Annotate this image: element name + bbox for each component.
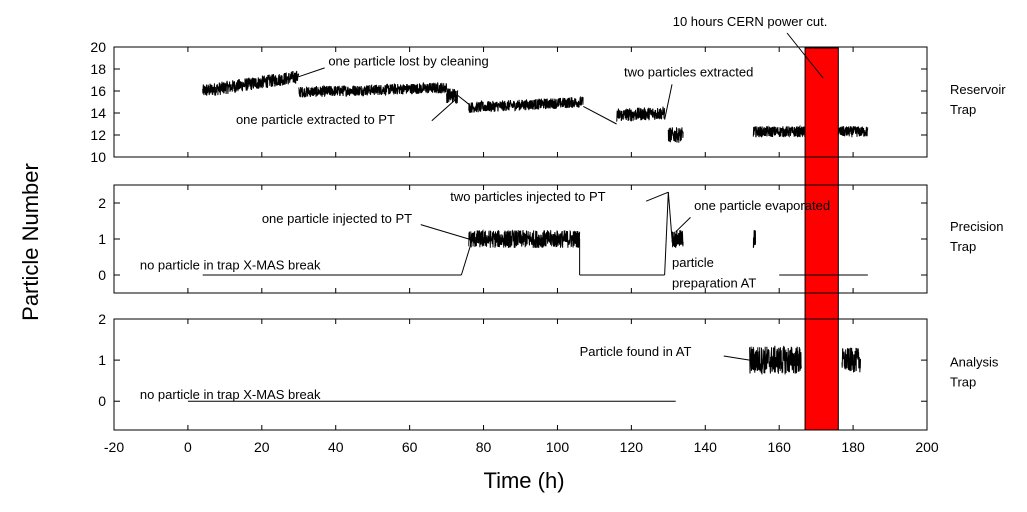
annotation-arrow [664,84,673,120]
annotation: one particle extracted to PT [236,112,395,127]
y-axis-title: Particle Number [18,163,43,321]
power-cut-arrow [786,32,824,79]
power-cut-label: 10 hours CERN power cut. [673,14,828,29]
annotation-arrow [431,97,459,122]
power-cut-band [804,47,839,431]
y-tick-label: 14 [90,105,106,121]
annotation-arrow [420,224,469,240]
y-tick-label: 1 [98,352,106,368]
data-series-1 [446,88,459,105]
panel-frame [113,318,928,431]
data-series-1 [667,127,684,143]
x-tick-label: 180 [841,439,865,455]
y-tick-label: 2 [98,311,106,327]
y-tick-label: 18 [90,61,106,77]
x-tick-label: 60 [402,439,418,455]
panel-frame [113,46,928,158]
annotation: two particles extracted [624,65,753,80]
x-tick-label: 120 [620,439,644,455]
data-series-1 [837,125,869,138]
y-tick-label: 12 [90,127,106,143]
data-series-1 [202,70,300,96]
annotation-arrow [675,217,691,233]
trap-label: Trap [950,239,976,254]
data-line-2 [667,192,673,240]
annotation: one particle evaporated [694,198,830,213]
annotation: no particle in trap X-MAS break [140,258,321,273]
annotation: two particles injected to PT [450,189,605,204]
x-tick-label: 40 [328,439,344,455]
annotation: no particle in trap X-MAS break [140,387,321,402]
trap-label: Trap [950,102,976,117]
x-tick-label: 200 [915,439,939,455]
y-tick-label: 0 [98,393,106,409]
annotation-arrow [298,67,325,78]
data-series-1 [616,106,666,122]
data-line-1 [583,105,617,125]
y-tick-label: 10 [90,149,106,165]
annotation: Particle found in AT [580,344,692,359]
x-tick-label: 100 [546,439,570,455]
y-tick-label: 0 [98,267,106,283]
annotation-arrow [723,355,750,361]
data-layer [187,70,869,402]
x-axis-title: Time (h) [483,468,564,493]
annotation: preparation AT [672,276,756,291]
y-tick-label: 2 [98,195,106,211]
data-series-1 [752,124,806,138]
frame-layer [113,46,928,431]
annotation: one particle injected to PT [262,211,412,226]
x-tick-label: 140 [694,439,718,455]
power-cut-highlight-layer [804,47,839,431]
data-line-1 [457,95,470,105]
trap-label: Analysis [950,355,999,370]
data-series-1 [468,96,584,113]
trap-label: Reservoir [950,82,1006,97]
y-tick-label: 16 [90,83,106,99]
data-series-3 [841,347,861,373]
data-series-2 [752,230,756,248]
trap-label: Trap [950,375,976,390]
annotation-arrow [645,191,669,202]
trap-label: Precision [950,219,1003,234]
x-tick-label: -20 [104,439,124,455]
data-line-2 [664,192,669,276]
x-tick-label: 80 [476,439,492,455]
data-series-2 [671,230,684,248]
data-series-1 [298,81,448,98]
x-tick-label: 160 [768,439,792,455]
text-layer: 10 hours CERN power cut.101214161820Rese… [90,14,1006,455]
data-series-2 [468,229,581,249]
annotation: one particle lost by cleaning [328,54,488,69]
y-tick-label: 20 [90,39,106,55]
data-series-3 [749,345,802,375]
x-tick-label: 20 [254,439,270,455]
annotation: particle [672,255,714,270]
data-line-2 [460,238,473,276]
x-tick-label: 0 [184,439,192,455]
y-tick-label: 1 [98,231,106,247]
